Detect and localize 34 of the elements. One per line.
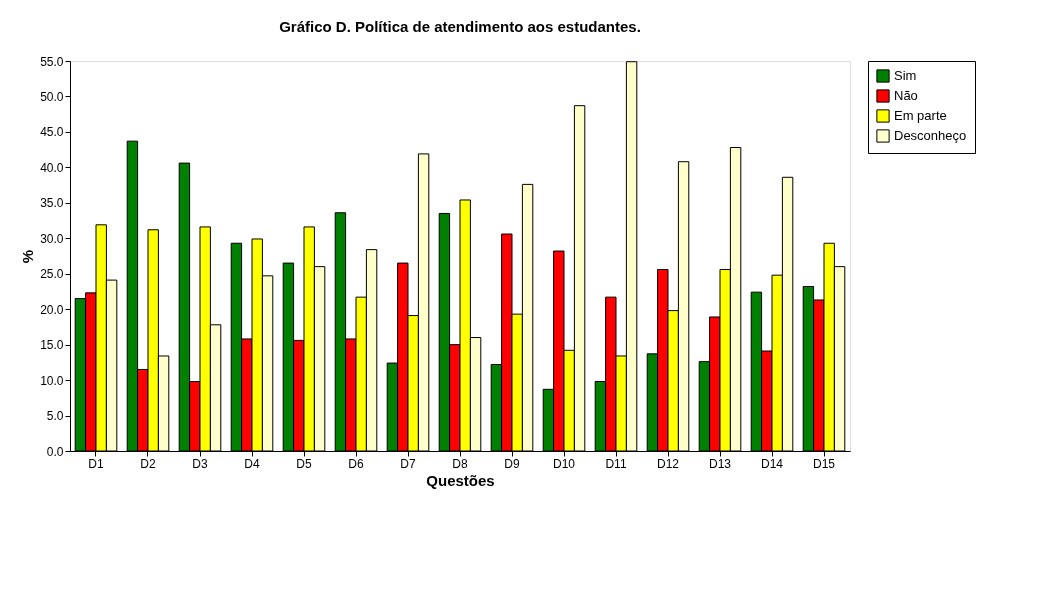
x-tick-label: D2	[140, 456, 156, 471]
x-tick-label: D11	[605, 456, 627, 471]
y-tick-label: 45.0	[40, 125, 64, 140]
chart-title: Gráfico D. Política de atendimento aos estudantes.	[279, 18, 641, 35]
y-tick-label: 30.0	[40, 231, 64, 246]
y-tick-label: 15.0	[40, 338, 64, 353]
y-tick-label: 20.0	[40, 302, 64, 317]
y-tick-label: 0.0	[46, 444, 64, 459]
x-tick-label: D4	[244, 456, 260, 471]
y-tick-label: 25.0	[40, 267, 64, 282]
x-tick-label: D6	[348, 456, 364, 471]
x-tick-label: D7	[400, 456, 416, 471]
x-axis-title: Questões	[426, 471, 495, 489]
x-tick-label: D12	[656, 456, 680, 471]
y-axis-title: %	[19, 249, 37, 264]
legend-label: Não	[894, 88, 918, 103]
x-tick-label: D10	[552, 456, 576, 471]
y-tick-label: 40.0	[40, 160, 64, 175]
x-tick-label: D1	[88, 456, 104, 471]
x-tick-label: D3	[192, 456, 208, 471]
x-tick-label: D14	[760, 456, 784, 471]
y-tick-label: 35.0	[40, 196, 64, 211]
y-tick-label: 50.0	[40, 89, 64, 104]
x-tick-label: D15	[812, 456, 836, 471]
x-tick-label: D13	[708, 456, 732, 471]
x-tick-label: D8	[452, 456, 468, 471]
y-tick-label: 10.0	[40, 373, 64, 388]
x-tick-label: D9	[504, 456, 520, 471]
y-tick-label: 5.0	[46, 409, 64, 424]
y-tick-label: 55.0	[40, 54, 64, 69]
legend-label: Sim	[894, 68, 917, 83]
legend-label: Desconheço	[894, 128, 967, 143]
legend-label: Em parte	[894, 108, 947, 123]
x-tick-label: D5	[296, 456, 312, 471]
